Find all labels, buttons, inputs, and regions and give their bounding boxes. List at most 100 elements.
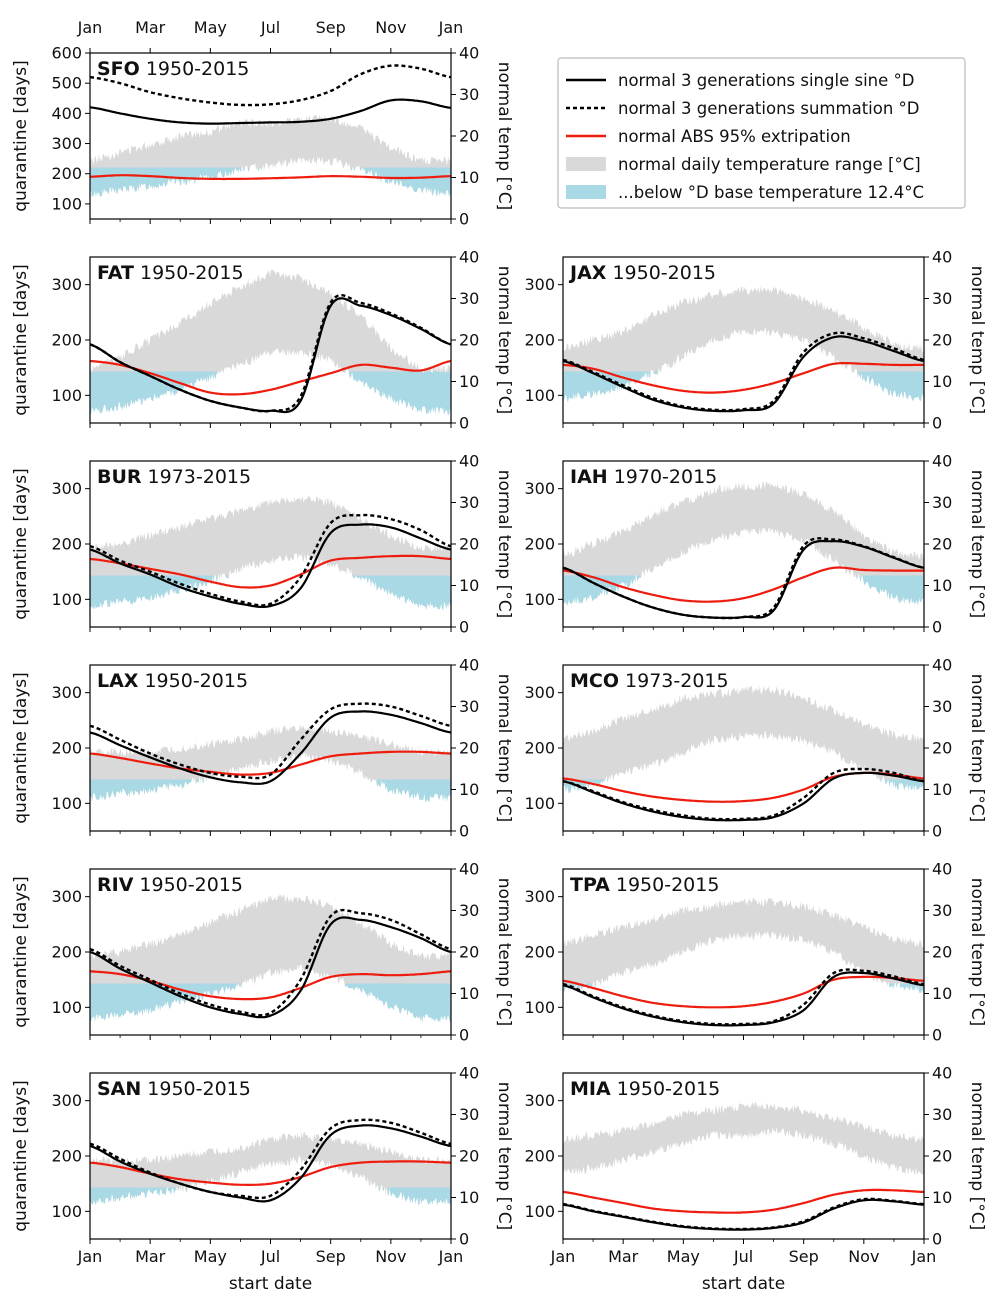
temp-tick-label: 0 [459,618,469,637]
x-axis-title: start date [229,1274,312,1294]
temp-tick-label: 30 [459,1105,479,1124]
station-years: 1950-2015 [139,874,243,896]
temp-tick-label: 0 [459,414,469,433]
y-tick-label: 100 [524,794,555,813]
panel-title: SFO 1950-2015 [97,58,249,80]
temp-tick-label: 20 [932,331,952,350]
y-tick-label: 300 [524,479,555,498]
temp-tick-label: 40 [459,44,479,63]
below-base-band [90,779,451,803]
x-tick-label: Nov [375,18,406,37]
station-years: 1973-2015 [148,466,252,488]
plot-area [563,897,924,1027]
legend-label: normal daily temperature range [°C] [618,155,921,174]
single-sine-line [563,539,924,619]
panel-fat: 100 200 300 0 10 20 30 40 quarantine [days] norma… [11,248,514,433]
y-axis-title: quarantine [days] [11,264,31,416]
y-tick-label: 300 [51,887,82,906]
y-axis-title: quarantine [days] [11,672,31,824]
y-tick-label: 300 [51,479,82,498]
legend-swatch [566,185,606,199]
panel-lax: 100 200 300 0 10 20 30 40 quarantine [days] norma… [11,656,514,841]
station-years: 1950-2015 [617,1078,721,1100]
temp-tick-label: 10 [459,168,479,187]
station-code: FAT [97,262,134,284]
legend-box [557,57,966,209]
temp-tick-label: 30 [932,697,952,716]
abs95-line [90,750,451,776]
abs95-line [90,970,451,1001]
temp-axis-title: normal temp [°C] [494,470,514,618]
x-axis-title: start date [702,1274,785,1294]
temp-tick-label: 10 [932,780,952,799]
single-sine-line [563,335,924,413]
y-axis-title: quarantine [days] [11,876,31,1028]
y-axis-title: quarantine [days] [11,60,31,212]
temp-tick-label: 20 [459,943,479,962]
temp-tick-label: 40 [932,860,952,879]
y-tick-label: 100 [524,386,555,405]
panel-title: MCO 1973-2015 [570,670,729,692]
legend-item-temp-range: normal daily temperature range [°C] [566,155,921,174]
x-tick-label: Jul [733,1247,753,1266]
temp-tick-label: 10 [932,576,952,595]
y-tick-label: 300 [524,1091,555,1110]
station-code: RIV [97,874,134,896]
temp-tick-label: 10 [932,372,952,391]
temp-tick-label: 0 [932,618,942,637]
temp-range-band [563,685,924,793]
legend-item-abs95: normal ABS 95% extripation [566,127,851,146]
y-tick-label: 100 [51,1202,82,1221]
abs95-line [563,771,924,803]
abs95-line [563,362,924,394]
x-tick-label: Nov [375,1247,406,1266]
temp-tick-label: 40 [459,1064,479,1083]
station-years: 1950-2015 [616,874,720,896]
temp-axis-title: normal temp [°C] [967,674,987,822]
x-tick-label: Jul [260,18,280,37]
y-tick-label: 200 [51,535,82,554]
panel-title: FAT 1950-2015 [97,262,244,284]
station-years: 1973-2015 [625,670,729,692]
temp-tick-label: 30 [459,493,479,512]
single-sine-line [90,523,451,608]
x-tick-label: Mar [135,1247,166,1266]
summation-line [90,513,451,607]
x-tick-label: Jan [77,1247,103,1266]
temp-tick-label: 40 [459,452,479,471]
panel-title: LAX 1950-2015 [97,670,248,692]
temp-tick-label: 20 [932,535,952,554]
y-tick-label: 100 [524,1202,555,1221]
plot-area [563,286,924,413]
temp-tick-label: 30 [459,289,479,308]
summation-line [563,1197,924,1231]
temp-tick-label: 0 [459,1230,469,1249]
x-tick-label: Jan [438,18,464,37]
abs95-line [563,975,924,1009]
y-tick-label: 300 [51,683,82,702]
panel-title: JAX 1950-2015 [568,262,716,284]
temp-tick-label: 10 [459,576,479,595]
station-code: SFO [97,58,140,80]
temp-tick-label: 30 [932,493,952,512]
temp-axis-title: normal temp [°C] [967,1082,987,1230]
temp-range-band [90,1131,451,1206]
station-code: MIA [570,1078,611,1100]
y-tick-label: 100 [51,998,82,1017]
temp-tick-label: 30 [459,85,479,104]
x-tick-label: Jan [550,1247,576,1266]
station-years: 1970-2015 [614,466,718,488]
temp-tick-label: 0 [932,822,942,841]
temp-tick-label: 20 [932,739,952,758]
panel-san: 100 200 300 0 10 20 30 40 quarantine [days] norma… [11,1064,514,1295]
plot-area [563,685,924,822]
single-sine-line [90,297,451,414]
legend: normal 3 generations single sine °D norma… [557,57,966,209]
temp-tick-label: 20 [459,331,479,350]
temp-tick-label: 40 [459,860,479,879]
legend-label: normal 3 generations single sine °D [618,71,914,90]
single-sine-line [90,916,451,1019]
temp-tick-label: 20 [932,1147,952,1166]
temp-tick-label: 40 [459,248,479,267]
below-base-band [90,1187,451,1206]
